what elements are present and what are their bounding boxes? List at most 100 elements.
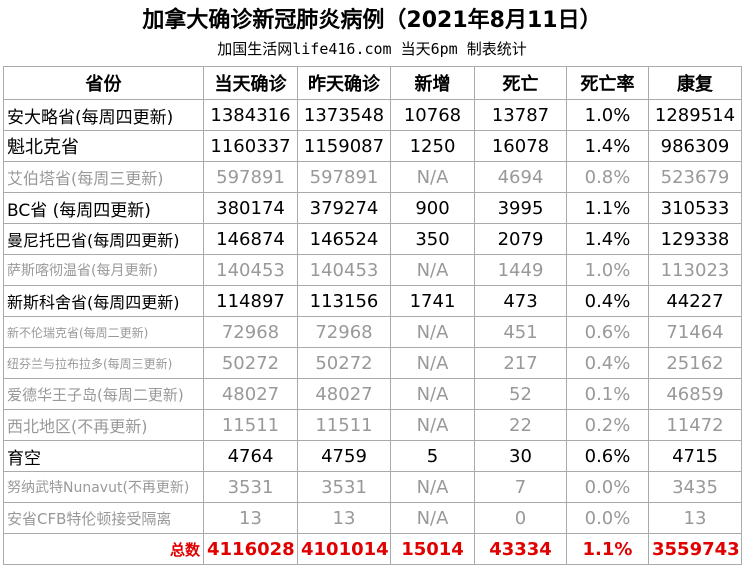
province-name: BC省 (每周四更新) (3, 192, 204, 224)
table: 省份 当天确诊 昨天确诊 新增 死亡 死亡率 康复 安大略省(每周四更新) 1384316 13… (3, 66, 742, 565)
cell: 1373548 (297, 99, 391, 131)
cell: 50272 (297, 347, 391, 379)
cell: 25162 (648, 347, 742, 379)
subtitle: 加国生活网life416.com 当天6pm 制表统计 (217, 40, 527, 58)
table-row: 安大略省(每周四更新) 1384316 1373548 10768 13787 1.0% 1… (3, 99, 742, 131)
cell: 11472 (648, 409, 742, 441)
cell: 1.1% (566, 192, 649, 224)
total-label: 总数 (3, 533, 204, 565)
column-header: 当天确诊 (203, 66, 298, 100)
cell: 0.4% (566, 347, 649, 379)
cell: 146524 (297, 223, 391, 255)
column-header: 新增 (390, 66, 475, 100)
table-row: 萨斯喀彻温省(每月更新) 140453 140453 N/A 1449 1.0% 11302… (3, 254, 742, 286)
cell: 11511 (297, 409, 391, 441)
cell: 0.4% (566, 285, 649, 317)
province-name: 爱德华王子岛(每周二更新) (3, 378, 204, 410)
cell: 451 (474, 316, 567, 348)
province-name: 安大略省(每周四更新) (3, 99, 204, 131)
cell: N/A (390, 316, 475, 348)
cell: 4715 (648, 440, 742, 472)
cell: 146874 (203, 223, 298, 255)
cell: 30 (474, 440, 567, 472)
cell: 140453 (203, 254, 298, 286)
cell: 7 (474, 471, 567, 503)
cell: 1250 (390, 130, 475, 162)
cell: 3531 (203, 471, 298, 503)
cell: 48027 (297, 378, 391, 410)
cell: 10768 (390, 99, 475, 131)
cell: 13 (203, 502, 298, 534)
cell: 1159087 (297, 130, 391, 162)
cell: 1.0% (566, 254, 649, 286)
cell: 597891 (297, 161, 391, 193)
cell: 986309 (648, 130, 742, 162)
table-row: BC省 (每周四更新) 380174 379274 900 3995 1.1% 310533 (3, 192, 742, 224)
cell: 2079 (474, 223, 567, 255)
cell: 11511 (203, 409, 298, 441)
cell: 71464 (648, 316, 742, 348)
cell: 140453 (297, 254, 391, 286)
column-header: 康复 (648, 66, 742, 100)
province-name: 安省CFB特伦顿接受隔离 (3, 502, 204, 534)
column-header: 省份 (3, 66, 204, 100)
total-cell: 3559743 (648, 533, 742, 565)
table-row: 安省CFB特伦顿接受隔离 13 13 N/A 0 0.0% 13 (3, 502, 742, 534)
cell: 52 (474, 378, 567, 410)
table-row: 努纳武特Nunavut(不再更新) 3531 3531 N/A 7 0.0% 3435 (3, 471, 742, 503)
province-name: 新斯科舍省(每周四更新) (3, 285, 204, 317)
cell: 50272 (203, 347, 298, 379)
cell: 113023 (648, 254, 742, 286)
cell: 0.6% (566, 440, 649, 472)
cell: N/A (390, 502, 475, 534)
total-cell: 4116028 (203, 533, 298, 565)
cell: 0.6% (566, 316, 649, 348)
cell: N/A (390, 254, 475, 286)
cell: 13 (648, 502, 742, 534)
cell: 114897 (203, 285, 298, 317)
cell: 72968 (203, 316, 298, 348)
table-row: 新斯科舍省(每周四更新) 114897 113156 1741 473 0.4% 44227 (3, 285, 742, 317)
cell: 350 (390, 223, 475, 255)
province-name: 育空 (3, 440, 204, 472)
cell: 113156 (297, 285, 391, 317)
cell: 1741 (390, 285, 475, 317)
cell: N/A (390, 347, 475, 379)
cell: 5 (390, 440, 475, 472)
cell: 72968 (297, 316, 391, 348)
header-row: 省份 当天确诊 昨天确诊 新增 死亡 死亡率 康复 (3, 66, 742, 100)
province-name: 曼尼托巴省(每周四更新) (3, 223, 204, 255)
total-cell: 15014 (390, 533, 475, 565)
cell: 22 (474, 409, 567, 441)
cell: 1160337 (203, 130, 298, 162)
cell: 0.0% (566, 471, 649, 503)
cell: 1.4% (566, 130, 649, 162)
cell: 13 (297, 502, 391, 534)
total-cell: 43334 (474, 533, 567, 565)
total-cell: 4101014 (297, 533, 391, 565)
cell: 217 (474, 347, 567, 379)
column-header: 死亡率 (566, 66, 649, 100)
cell: 380174 (203, 192, 298, 224)
cell: 1384316 (203, 99, 298, 131)
column-header: 昨天确诊 (297, 66, 391, 100)
cell: 4764 (203, 440, 298, 472)
cell: 3435 (648, 471, 742, 503)
cell: 379274 (297, 192, 391, 224)
cell: 3531 (297, 471, 391, 503)
province-name: 西北地区(不再更新) (3, 409, 204, 441)
table-row: 纽芬兰与拉布拉多(每周三更新) 50272 50272 N/A 217 0.4% 25162 (3, 347, 742, 379)
cell: N/A (390, 471, 475, 503)
cell: 0.2% (566, 409, 649, 441)
table-row: 曼尼托巴省(每周四更新) 146874 146524 350 2079 1.4% 12933… (3, 223, 742, 255)
cell: 16078 (474, 130, 567, 162)
province-name: 魁北克省 (3, 130, 204, 162)
table-row: 新不伦瑞克省(每周二更新) 72968 72968 N/A 451 0.6% 71464 (3, 316, 742, 348)
cell: 310533 (648, 192, 742, 224)
cell: 48027 (203, 378, 298, 410)
table-row: 西北地区(不再更新) 11511 11511 N/A 22 0.2% 11472 (3, 409, 742, 441)
cell: 4759 (297, 440, 391, 472)
province-name: 纽芬兰与拉布拉多(每周三更新) (3, 347, 204, 379)
cell: N/A (390, 409, 475, 441)
